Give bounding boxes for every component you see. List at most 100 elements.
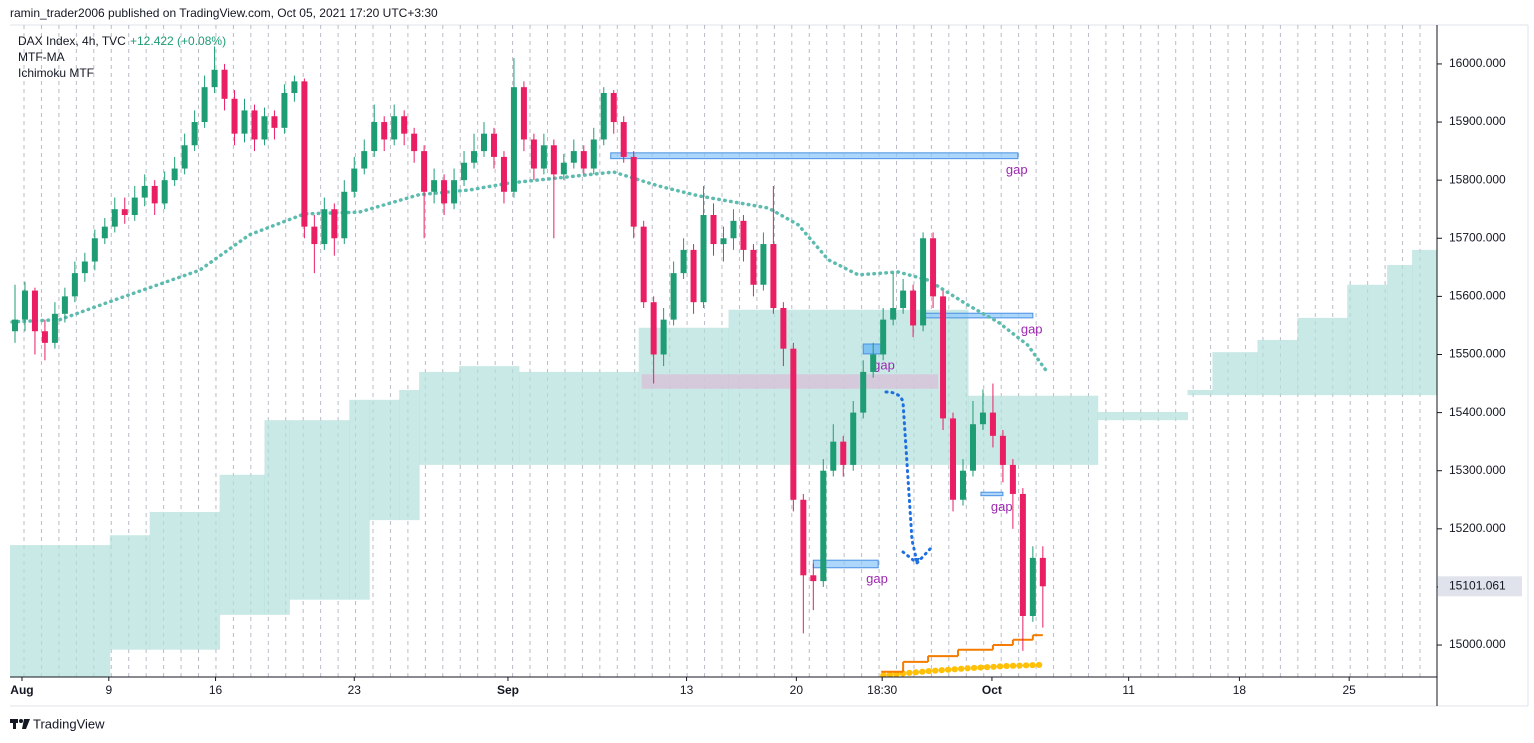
candle-body [500,156,507,192]
candle-body [920,238,927,326]
cloud-step [459,366,520,465]
last-price-label: 15101.061 [1449,578,1506,592]
candle-body [590,139,597,169]
x-tick-label: Sep [497,683,519,697]
candle-body [830,441,837,471]
gap-zone [922,312,1034,319]
candle-body [191,122,198,146]
y-tick-label: 15400.000 [1449,405,1506,419]
cloud-step [518,371,640,465]
candle-body [800,499,807,576]
legend-change: +12.422 (+0.08%) [130,34,226,48]
candle-body [840,441,847,465]
candle-body [520,87,527,140]
byline: ramin_trader2006 published on TradingVie… [10,6,438,20]
candle-body [680,249,687,274]
y-tick-label: 16000.000 [1449,56,1506,70]
cloud-step [1212,352,1258,396]
candle-body [481,133,488,152]
candle-body [580,151,587,169]
cloud-step [1257,339,1298,396]
candle-body [301,81,308,227]
candle-body [969,424,976,471]
candle-body [101,226,108,239]
candle-body [880,319,887,355]
candle-body [650,302,657,355]
candle-body [411,133,418,152]
candle-body [850,412,857,465]
candle-body [291,81,298,93]
candle-body [910,290,917,326]
x-tick-label: 13 [680,683,694,697]
candle-body [959,470,966,500]
cloud-step [419,371,460,465]
gap-zone [980,491,1004,497]
cloud-step [149,511,221,650]
cloud-step [1187,389,1213,396]
y-tick-label: 15900.000 [1449,114,1506,128]
candle-body [900,290,907,308]
cloud-step [109,535,151,650]
candle-body [321,209,328,245]
candle-body [740,220,747,250]
candle-body [730,220,737,239]
candle-body [560,162,567,175]
gap-label: gap [1021,321,1043,336]
candle-body [361,151,368,169]
candle-body [610,92,617,123]
candle-body [1019,493,1026,616]
candle-body [451,180,458,204]
candle-body [471,151,478,163]
candle-body [161,180,168,204]
dots-line [880,661,1046,677]
cloud-step [10,545,111,677]
cloud-step [264,420,290,615]
gap-label: gap [866,571,888,586]
candle-body [311,226,318,245]
cloud-step [399,389,420,521]
candle-body [940,296,947,419]
candle-body [131,197,138,216]
plot-area: gap gap gap gap gap [10,46,1437,677]
candle-body [371,122,378,152]
candle-body [790,348,797,500]
y-tick-label: 15200.000 [1449,521,1506,535]
candle-body [510,87,517,192]
last-price-badge [1438,576,1522,597]
candle-body [870,354,877,372]
gap-label: gap [991,499,1013,514]
candle-body [710,215,717,245]
candle-body [930,238,937,297]
candle-body [1029,557,1036,616]
candle-body [381,122,388,140]
candle-body [41,331,48,343]
x-tick-label: 20 [790,683,804,697]
candle-body [391,116,398,140]
candle-body [1039,557,1046,587]
legend-indicator: MTF-MA [18,50,65,64]
candle-body [770,244,777,308]
candle-body [251,110,258,140]
candle-body [620,122,627,157]
candle-body [61,296,68,314]
x-tick-label: 11 [1122,683,1135,697]
candle-body [950,418,957,500]
candle-body [71,273,78,297]
candle-body [261,116,268,140]
cloud-step [349,399,370,600]
candle-body [171,168,178,181]
candle-body [151,185,158,204]
candle-body [181,145,188,169]
candle-body [431,180,438,192]
footer-brand: TradingView [33,716,105,731]
gap-zone [610,152,1019,160]
candle-body [351,168,358,192]
cloud-step [369,399,400,521]
candle-body [600,92,607,140]
candle-body [31,290,38,332]
candle-body [490,133,497,157]
candle-body [111,209,118,227]
candle-body [11,319,18,332]
candle-body [890,307,897,320]
candle-body [570,151,577,163]
